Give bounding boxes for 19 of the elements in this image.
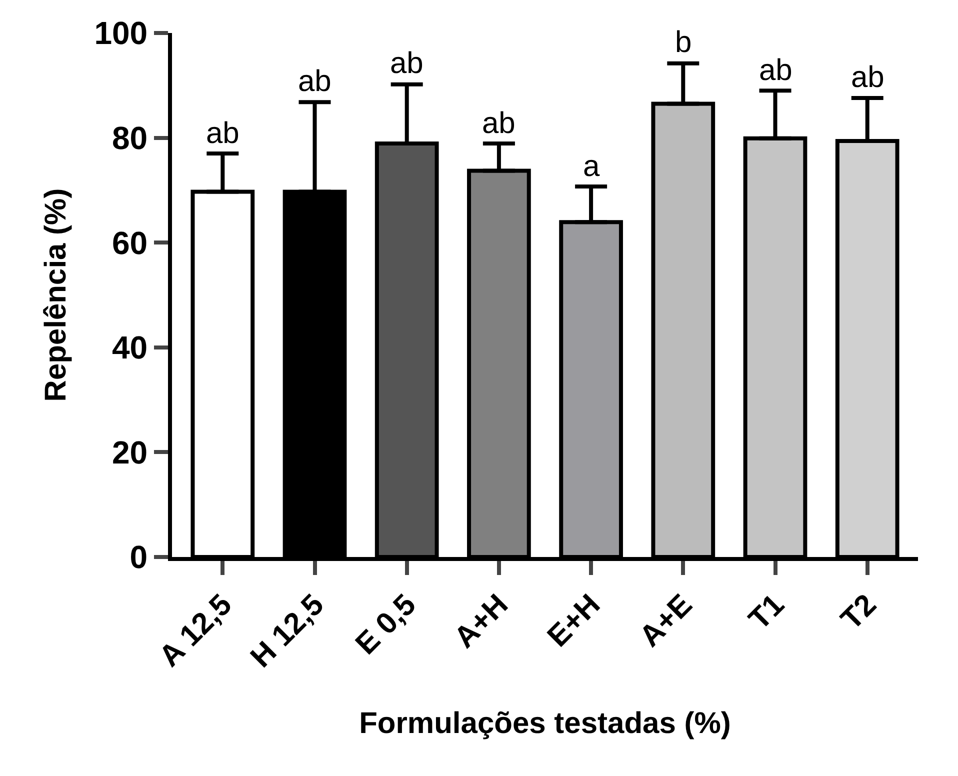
annotation: ab xyxy=(390,47,424,80)
x-axis-title: Formulações testadas (%) xyxy=(359,707,731,740)
y-tick-label: 60 xyxy=(112,224,148,261)
x-tick-label: T2 xyxy=(834,588,883,636)
y-tick-label: 0 xyxy=(130,539,148,576)
annotation: ab xyxy=(759,54,792,87)
annotation: ab xyxy=(851,61,884,94)
annotation: b xyxy=(675,26,692,59)
annotation: a xyxy=(583,150,600,183)
y-tick-label: 40 xyxy=(112,330,148,366)
x-tick-label: E 0,5 xyxy=(350,588,422,662)
y-tick-label: 20 xyxy=(112,434,148,470)
annotation: ab xyxy=(482,107,516,140)
y-tick-label: 80 xyxy=(112,120,148,156)
y-tick-label: 100 xyxy=(94,15,148,52)
y-axis-title: Repelência (%) xyxy=(40,188,73,402)
x-tick-label: T1 xyxy=(742,588,791,636)
annotation: ab xyxy=(206,117,240,150)
annotation: ab xyxy=(298,65,332,98)
